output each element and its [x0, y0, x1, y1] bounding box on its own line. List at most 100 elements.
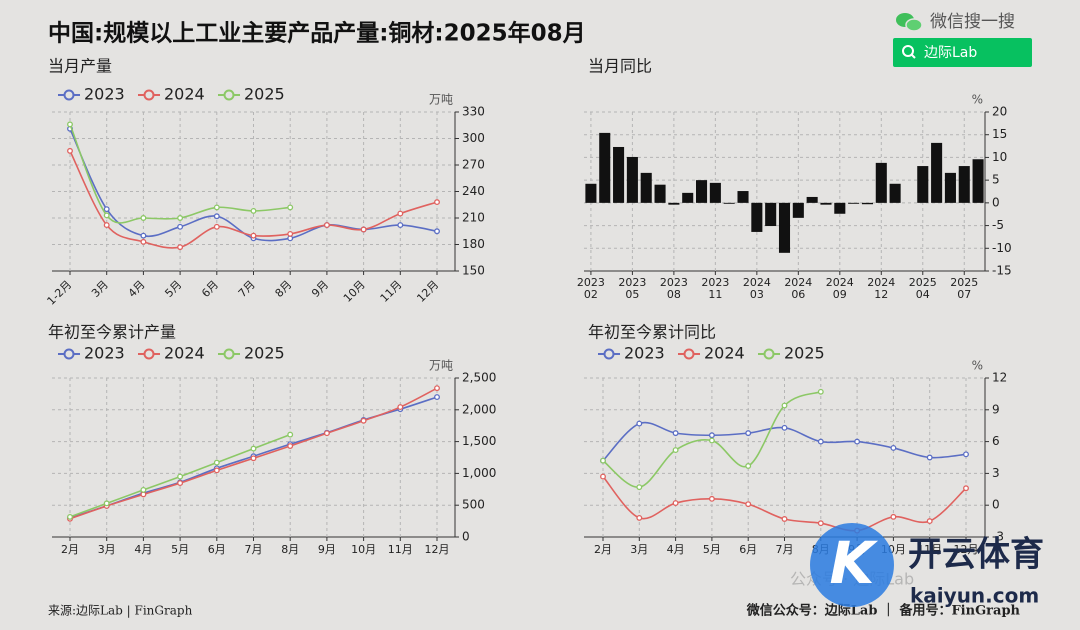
legend-label: 2023 [84, 85, 125, 104]
y-tick-label: 500 [462, 498, 485, 512]
bar [958, 166, 970, 203]
legend-label: 2025 [244, 344, 285, 363]
x-tick-label: 10月 [351, 543, 376, 556]
x-tick-label: 1-2月 [45, 278, 75, 308]
bar [778, 202, 791, 253]
point [672, 500, 679, 507]
point [708, 437, 715, 444]
legend-label: 2024 [164, 344, 205, 363]
x-tick-label: 5月 [162, 278, 184, 300]
legend-swatch [63, 89, 75, 101]
x-tick-label: 2023 11 [701, 276, 730, 301]
point [287, 204, 294, 211]
point [781, 402, 788, 409]
x-tick-label: 12月 [954, 543, 979, 556]
point [103, 222, 110, 229]
point [177, 480, 184, 487]
x-tick-label: 3月 [98, 543, 116, 556]
point [890, 445, 897, 451]
x-tick-label: 2023 08 [659, 276, 688, 301]
legend-swatch [683, 348, 695, 360]
y-tick-label: -3 [992, 530, 1004, 544]
y-tick-label: 0 [992, 195, 1000, 209]
point [177, 244, 184, 251]
y-tick-label: 0 [992, 498, 1000, 512]
x-tick-label: 2023 02 [576, 276, 605, 301]
bar [737, 191, 749, 203]
point [177, 223, 184, 230]
bar [626, 156, 638, 203]
y-tick-label: 15 [992, 127, 1007, 141]
x-tick-label: 2月 [61, 543, 79, 556]
point [67, 121, 73, 128]
point [360, 417, 367, 424]
bar [889, 183, 901, 203]
search-button[interactable] [893, 38, 1032, 67]
y-unit: % [972, 359, 983, 373]
x-tick-label: 12月 [414, 278, 441, 305]
point [781, 424, 788, 431]
point [963, 485, 969, 492]
legend-swatch [143, 89, 155, 101]
point [250, 445, 257, 452]
point [213, 223, 220, 230]
chart-title: 年初至今累计同比 [588, 323, 716, 342]
legend-label: 2024 [164, 85, 205, 104]
legend-swatch [603, 348, 615, 360]
point [600, 457, 606, 464]
x-tick-label: 6月 [199, 278, 221, 300]
legend-label: 2023 [624, 344, 665, 363]
x-tick-label: 2025 07 [950, 276, 979, 301]
search-button-label[interactable]: 边际Lab [924, 45, 977, 61]
point [636, 514, 643, 521]
point [745, 501, 752, 508]
point [817, 388, 824, 395]
point [926, 454, 933, 461]
watermark-site: kaiyun.com [910, 584, 1039, 608]
point [890, 513, 897, 520]
chart-title: 当月同比 [588, 57, 652, 76]
x-tick-label: 10月 [341, 278, 368, 305]
bar [585, 183, 597, 203]
y-tick-label: 1,500 [462, 434, 496, 448]
point [781, 516, 788, 522]
point [287, 443, 294, 450]
point [708, 432, 715, 439]
bar [709, 182, 721, 203]
point [434, 228, 440, 235]
x-tick-label: 12月 [425, 543, 450, 556]
y-tick-label: -10 [992, 241, 1012, 255]
point [926, 518, 933, 525]
point [708, 495, 715, 502]
point [745, 430, 752, 437]
point [177, 473, 184, 480]
point [140, 238, 147, 245]
y-tick-label: -15 [992, 264, 1012, 278]
point [250, 232, 257, 239]
x-tick-label: 8月 [281, 543, 299, 556]
x-tick-label: 6月 [208, 543, 226, 556]
point [672, 447, 679, 454]
x-tick-label: 9月 [309, 278, 331, 300]
bar [834, 202, 846, 214]
x-tick-label: 7月 [245, 543, 263, 556]
watermark-logo [810, 523, 894, 607]
legend-swatch [63, 348, 75, 360]
point [287, 230, 294, 237]
x-tick-label: 4月 [134, 543, 152, 556]
y-tick-label: 240 [462, 184, 485, 198]
point [213, 213, 220, 220]
y-unit: % [972, 93, 983, 107]
x-tick-label: 2024 09 [825, 276, 854, 301]
search-icon [910, 53, 916, 59]
point [140, 486, 147, 493]
y-tick-label: 180 [462, 237, 485, 251]
bar [751, 202, 763, 232]
y-tick-label: 3 [992, 466, 1000, 480]
point [213, 459, 220, 466]
legend-swatch [223, 89, 235, 101]
x-tick-label: 6月 [739, 543, 757, 556]
point [213, 467, 220, 474]
bar [972, 159, 984, 203]
point [250, 207, 257, 214]
